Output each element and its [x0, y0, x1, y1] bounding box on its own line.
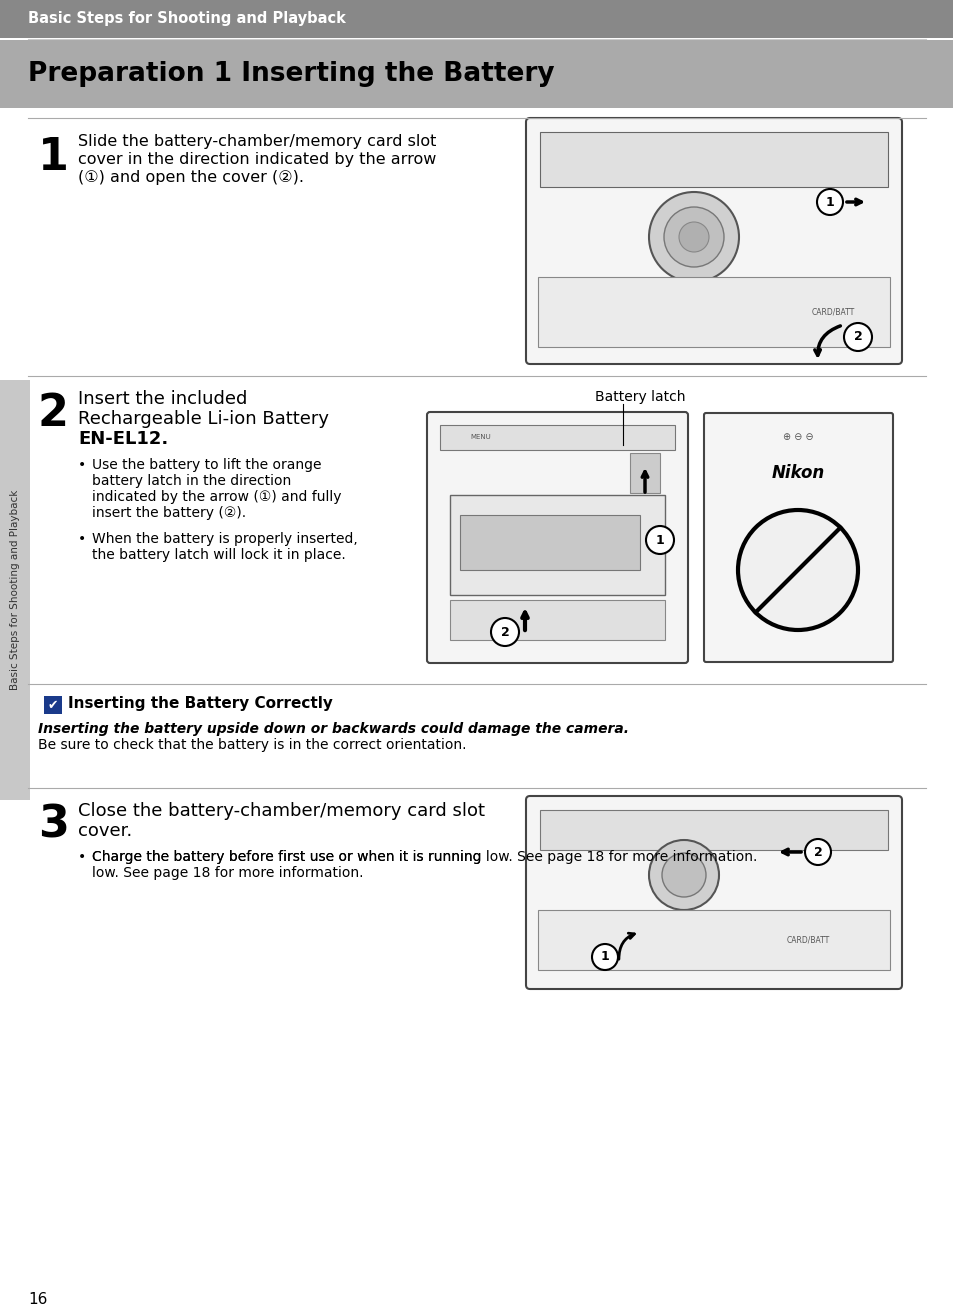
Text: Charge the battery before first use or when it is running: Charge the battery before first use or w…	[91, 850, 481, 865]
Text: 2: 2	[813, 845, 821, 858]
Text: Battery latch: Battery latch	[595, 390, 685, 403]
Circle shape	[648, 192, 739, 283]
Bar	[439, 424, 675, 449]
Text: (①) and open the cover (②).: (①) and open the cover (②).	[78, 170, 304, 185]
Circle shape	[661, 853, 705, 897]
Text: 1: 1	[824, 196, 834, 209]
Bar	[0, 39, 953, 108]
Text: Preparation 1 Inserting the Battery: Preparation 1 Inserting the Battery	[28, 60, 554, 87]
Text: battery latch in the direction: battery latch in the direction	[91, 474, 291, 487]
Circle shape	[816, 189, 842, 215]
Text: MENU: MENU	[470, 434, 490, 440]
Text: When the battery is properly inserted,: When the battery is properly inserted,	[91, 532, 357, 547]
Text: Nikon: Nikon	[771, 464, 823, 482]
Text: ✔: ✔	[48, 699, 58, 711]
Text: •: •	[78, 459, 86, 472]
Text: Use the battery to lift the orange: Use the battery to lift the orange	[91, 459, 321, 472]
Text: Inserting the battery upside down or backwards could damage the camera.: Inserting the battery upside down or bac…	[38, 721, 628, 736]
Text: Inserting the Battery Correctly: Inserting the Battery Correctly	[68, 696, 333, 711]
Text: EN-EL12.: EN-EL12.	[78, 430, 168, 448]
Text: low. See page 18 for more information.: low. See page 18 for more information.	[91, 866, 363, 880]
Circle shape	[738, 510, 857, 629]
Bar	[0, 0, 953, 38]
Text: Basic Steps for Shooting and Playback: Basic Steps for Shooting and Playback	[28, 12, 346, 26]
Circle shape	[663, 208, 723, 267]
Circle shape	[804, 840, 830, 865]
Circle shape	[645, 526, 673, 555]
Text: the battery latch will lock it in place.: the battery latch will lock it in place.	[91, 548, 345, 562]
Circle shape	[648, 840, 719, 911]
Text: indicated by the arrow (①) and fully: indicated by the arrow (①) and fully	[91, 490, 341, 505]
Text: 1: 1	[38, 137, 69, 179]
Bar	[539, 131, 887, 187]
FancyBboxPatch shape	[427, 413, 687, 664]
Bar	[450, 600, 664, 640]
Text: cover in the direction indicated by the arrow: cover in the direction indicated by the …	[78, 152, 436, 167]
Circle shape	[843, 323, 871, 351]
Bar	[537, 911, 889, 970]
Text: 3: 3	[38, 804, 69, 848]
Circle shape	[491, 618, 518, 646]
Bar	[44, 696, 62, 714]
Bar	[450, 495, 664, 595]
Text: 2: 2	[500, 625, 509, 639]
Text: cover.: cover.	[78, 823, 132, 840]
Text: 1: 1	[655, 533, 663, 547]
FancyBboxPatch shape	[525, 796, 901, 989]
Text: Close the battery-chamber/memory card slot: Close the battery-chamber/memory card sl…	[78, 802, 484, 820]
Text: CARD/BATT: CARD/BATT	[785, 936, 829, 945]
Text: 2: 2	[38, 392, 69, 435]
Text: Insert the included: Insert the included	[78, 390, 247, 409]
Text: •: •	[78, 850, 86, 865]
Text: insert the battery (②).: insert the battery (②).	[91, 506, 246, 520]
FancyBboxPatch shape	[525, 118, 901, 364]
Bar	[0, 380, 30, 800]
Circle shape	[592, 943, 618, 970]
Text: Charge the battery before first use or when it is running low. See page 18 for m: Charge the battery before first use or w…	[91, 850, 757, 865]
Bar	[539, 809, 887, 850]
FancyBboxPatch shape	[703, 413, 892, 662]
Bar	[629, 453, 659, 493]
Text: 16: 16	[28, 1292, 48, 1307]
Text: 1: 1	[600, 950, 609, 963]
Text: 2: 2	[853, 331, 862, 343]
Bar	[459, 515, 639, 570]
Circle shape	[679, 222, 708, 252]
Bar	[537, 277, 889, 347]
Text: CARD/BATT: CARD/BATT	[810, 307, 854, 317]
Text: Slide the battery-chamber/memory card slot: Slide the battery-chamber/memory card sl…	[78, 134, 436, 148]
Text: Rechargeable Li-ion Battery: Rechargeable Li-ion Battery	[78, 410, 329, 428]
Text: •: •	[78, 532, 86, 547]
Text: Basic Steps for Shooting and Playback: Basic Steps for Shooting and Playback	[10, 490, 20, 690]
Text: Be sure to check that the battery is in the correct orientation.: Be sure to check that the battery is in …	[38, 738, 466, 752]
Text: ⊕ ⊖ ⊖: ⊕ ⊖ ⊖	[781, 432, 813, 442]
